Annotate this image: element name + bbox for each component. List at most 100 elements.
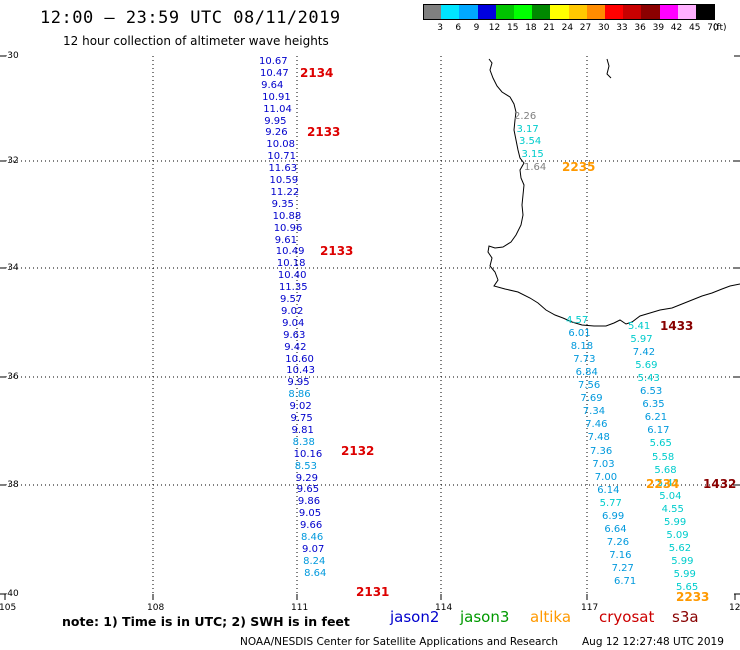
- wave-height-label: 4.55: [661, 503, 684, 515]
- wave-height-label: 9.02: [289, 401, 312, 413]
- wave-height-label: 5.62: [668, 542, 692, 554]
- wave-height-label: 11.22: [270, 186, 300, 198]
- wave-height-label: 10.08: [266, 139, 295, 151]
- lon-label: 117: [581, 603, 599, 613]
- wave-height-label: 6.84: [575, 367, 598, 379]
- scale-tick-label: 12: [488, 23, 501, 33]
- wave-height-label: 5.43: [637, 373, 660, 385]
- wave-height-label: 9.66: [299, 520, 323, 532]
- wave-height-label: 5.77: [599, 497, 622, 509]
- wave-height-label: 7.03: [592, 458, 615, 470]
- wave-height-label: 3.17: [516, 123, 539, 135]
- scale-swatch: [477, 4, 497, 20]
- pass-time-label: 2133: [307, 125, 341, 139]
- wave-height-label: 5.58: [652, 451, 675, 463]
- footer-timestamp: Aug 12 12:27:48 UTC 2019: [582, 636, 724, 648]
- scale-tick-label: 9: [473, 23, 480, 33]
- scale-tick-label: 15: [507, 23, 519, 33]
- wave-height-label: 10.43: [286, 365, 315, 377]
- lon-label: 111: [291, 603, 309, 613]
- pass-time-label: 2234: [646, 477, 680, 491]
- scale-swatch: [586, 4, 606, 20]
- wave-height-label: 9.26: [265, 127, 288, 139]
- wave-height-label: 10.16: [293, 448, 323, 460]
- wave-height-label: 8.38: [292, 436, 315, 448]
- wave-height-label: 9.81: [291, 424, 314, 436]
- wave-height-label: 5.99: [673, 568, 696, 580]
- wave-height-label: 10.60: [285, 353, 314, 365]
- lat-label: -34: [4, 263, 19, 273]
- wave-height-label: 7.34: [582, 406, 606, 418]
- wave-height-label: 6.53: [640, 386, 663, 398]
- wave-height-label: 7.46: [585, 419, 608, 431]
- wave-height-label: 10.88: [272, 210, 302, 222]
- wave-height-label: 5.99: [671, 555, 694, 567]
- wave-height-label: 9.57: [280, 294, 303, 305]
- wave-height-label: 9.07: [302, 543, 325, 555]
- scale-unit: (ft): [713, 23, 727, 33]
- pass-time-label: 2131: [356, 585, 390, 599]
- wave-height-label: 7.00: [594, 471, 618, 483]
- wave-height-label: 10.91: [262, 91, 291, 103]
- wave-height-label: 10.40: [277, 270, 307, 282]
- pass-time-label: 1433: [660, 319, 694, 333]
- scale-tick-label: 36: [634, 23, 646, 33]
- wave-height-label: 8.64: [304, 567, 327, 579]
- scale-swatch: [550, 4, 570, 20]
- wave-height-label: 7.36: [590, 445, 613, 457]
- legend-altika: altika: [530, 608, 572, 626]
- wave-height-label: 10.71: [267, 151, 297, 163]
- wave-height-label: 7.27: [611, 562, 634, 574]
- pass-time-label: 1432: [703, 477, 737, 491]
- lat-label: -40: [4, 589, 19, 599]
- footer-credit: NOAA/NESDIS Center for Satellite Applica…: [240, 636, 558, 648]
- wave-height-label: 5.42: [656, 477, 680, 489]
- note-text: note: 1) Time is in UTC; 2) SWH is in fe…: [62, 614, 350, 629]
- wave-height-label: 8.86: [288, 389, 311, 401]
- scale-tick-label: 45: [689, 23, 701, 33]
- pass-time-label: 2133: [320, 244, 354, 258]
- wave-height-label: 10.59: [269, 175, 299, 186]
- wave-height-label: 8.24: [303, 555, 326, 567]
- scale-swatch: [568, 4, 588, 20]
- coastline: [487, 58, 740, 327]
- scale-tick-label: 3: [437, 23, 443, 33]
- lon-label: 120: [729, 603, 740, 613]
- scale-tick-label: 18: [525, 23, 537, 33]
- scale-tick-label: 70: [707, 23, 719, 33]
- wave-height-label: 3.54: [519, 136, 542, 148]
- scale-swatch: [495, 4, 515, 20]
- scale-swatch: [423, 4, 442, 20]
- wave-height-label: 5.41: [628, 321, 651, 332]
- wave-height-label: 6.35: [642, 399, 665, 411]
- pass-time-label: 2233: [676, 590, 710, 604]
- scale-tick-label: 39: [652, 23, 665, 33]
- wave-height-label: 4.57: [566, 315, 589, 326]
- wave-height-label: 9.95: [264, 115, 287, 127]
- wave-height-label: 6.17: [647, 425, 670, 437]
- wave-height-label: 9.65: [296, 484, 320, 496]
- scale-swatch: [641, 4, 661, 20]
- wave-height-label: 10.49: [275, 246, 305, 258]
- wave-height-label: 9.04: [282, 317, 305, 329]
- wave-height-label: 7.16: [609, 549, 632, 561]
- wave-height-label: 5.97: [630, 334, 653, 346]
- legend-s3a: s3a: [672, 608, 699, 626]
- wave-height-label: 5.68: [654, 464, 677, 476]
- pass-time-label: 2235: [562, 160, 596, 174]
- wave-height-label: 9.95: [287, 377, 310, 389]
- wave-height-label: 9.29: [295, 472, 319, 484]
- lat-label: -38: [4, 480, 19, 490]
- wave-height-label: 7.73: [573, 354, 596, 366]
- scale-tick-label: 30: [598, 23, 610, 33]
- wave-height-label: 9.75: [290, 413, 313, 424]
- wave-height-label: 5.69: [635, 360, 658, 372]
- wave-height-label: 3.15: [521, 149, 544, 161]
- wave-height-label: 9.86: [297, 496, 321, 508]
- legend-cryosat: cryosat: [599, 608, 655, 626]
- wave-height-label: 10.67: [259, 56, 288, 67]
- scale-swatch: [677, 4, 697, 20]
- wave-height-label: 6.64: [604, 523, 627, 535]
- lon-label: 105: [0, 603, 17, 613]
